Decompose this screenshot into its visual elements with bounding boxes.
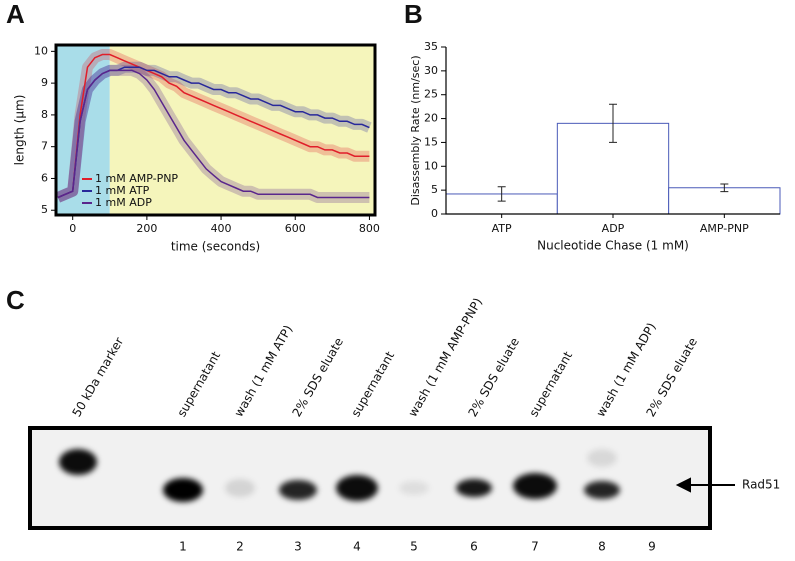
y-tick-label: 0 — [431, 207, 438, 220]
x-tick-label: 400 — [211, 222, 232, 235]
lane-number: 3 — [294, 540, 302, 554]
shaded-region — [56, 45, 110, 215]
x-tick-label: ATP — [492, 222, 512, 235]
bar — [668, 187, 781, 215]
error-bar — [497, 186, 506, 202]
x-tick-label: 800 — [359, 222, 380, 235]
gel-band — [399, 481, 429, 495]
lane-number: 8 — [598, 540, 606, 554]
x-tick-label: ADP — [602, 222, 625, 235]
y-tick-label: 5 — [431, 183, 438, 196]
panel-label: A — [6, 0, 25, 29]
plot-frame — [54, 43, 377, 217]
y-tick-label: 25 — [424, 88, 438, 101]
y-tick-label: 8 — [41, 108, 48, 121]
x-tick-label: 0 — [69, 222, 76, 235]
x-tick-label: 200 — [136, 222, 157, 235]
lane-label: supernatant — [349, 349, 398, 419]
lane-number: 2 — [236, 540, 244, 554]
lane-number: 5 — [410, 540, 418, 554]
gel-band — [59, 449, 97, 475]
gel-band — [163, 478, 203, 502]
lane-number: 9 — [648, 540, 656, 554]
gel-band — [587, 449, 617, 467]
panel-label: B — [404, 0, 423, 29]
lane-label: 50 kDa marker — [70, 335, 127, 419]
legend-label: 1 mM AMP-PNP — [95, 172, 178, 185]
y-tick-label: 30 — [424, 64, 438, 77]
gel-band — [513, 473, 557, 499]
lane-label: supernatant — [175, 349, 224, 419]
error-bar — [720, 183, 729, 193]
lane-number: 6 — [470, 540, 478, 554]
x-axis-label: time (seconds) — [171, 240, 260, 254]
lane-number: 4 — [353, 540, 361, 554]
y-tick-label: 9 — [41, 76, 48, 89]
gel-band — [279, 480, 317, 500]
panel-label: C — [6, 285, 25, 315]
legend-label: 1 mM ADP — [95, 196, 152, 209]
lane-label: 2% SDS eluate — [290, 335, 347, 419]
gel-band — [456, 479, 492, 497]
lane-number: 1 — [179, 540, 187, 554]
y-axis-label: length (µm) — [13, 95, 27, 166]
y-axis-label: Disassembly Rate (nm/sec) — [409, 55, 422, 205]
arrow — [675, 477, 735, 493]
legend-label: 1 mM ATP — [95, 184, 150, 197]
y-tick-label: 10 — [424, 159, 438, 172]
gel-band — [584, 481, 620, 499]
y-tick-label: 35 — [424, 40, 438, 53]
y-tick-label: 10 — [34, 44, 48, 57]
x-tick-label: AMP-PNP — [700, 222, 749, 235]
x-axis-label: Nucleotide Chase (1 mM) — [537, 239, 689, 253]
y-tick-label: 5 — [41, 203, 48, 216]
lane-label: supernatant — [527, 349, 576, 419]
gel-band — [336, 475, 378, 501]
lane-label: 2% SDS eluate — [644, 335, 701, 419]
lane-label: wash (1 mM ATP) — [232, 323, 296, 420]
gel-band — [225, 479, 255, 497]
data-line — [57, 69, 370, 199]
lane-number: 7 — [531, 540, 539, 554]
lane-label: 2% SDS eluate — [466, 335, 523, 419]
error-bar — [609, 103, 617, 143]
target-label: Rad51 — [742, 478, 780, 492]
y-tick-label: 7 — [41, 140, 48, 153]
y-tick-label: 15 — [424, 135, 438, 148]
x-tick-label: 600 — [285, 222, 306, 235]
data-line — [57, 53, 370, 199]
y-tick-label: 6 — [41, 171, 48, 184]
gel-frame — [28, 426, 712, 530]
y-tick-label: 20 — [424, 112, 438, 125]
